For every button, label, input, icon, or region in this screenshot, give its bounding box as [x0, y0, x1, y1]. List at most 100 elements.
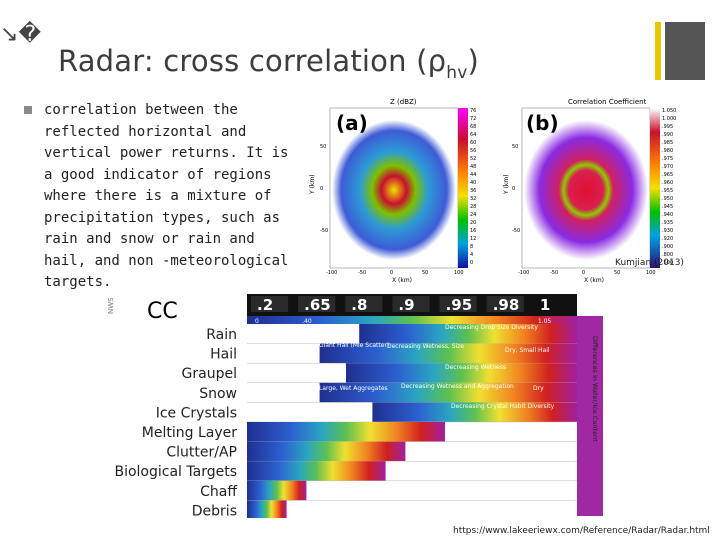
dbz-scale-label: 4	[470, 252, 473, 258]
cc-scale-cell	[486, 296, 524, 312]
cc-category-label: Graupel	[182, 366, 237, 382]
cc-scale-label: .955	[662, 188, 673, 194]
radar-figure: Z (dBZ) (a) 76 72 68 64 60 56 52 48 44 40 36 32 28 24…	[300, 94, 690, 288]
cc-category-band	[359, 324, 577, 344]
cc-scale-label: .800	[662, 252, 673, 258]
ann-crystal-habit: Decreasing Crystal Habit Diversity	[451, 403, 555, 410]
y-tick-label: -50	[512, 228, 520, 234]
cc-category-band	[247, 500, 287, 520]
panel-a-colorbar	[458, 108, 468, 268]
panel-a-yticks: 50 0 -50	[320, 144, 328, 234]
panel-b-colorbar	[650, 108, 660, 268]
panel-b-scale-labels: 1.050 1.000 .995 .990 .985 .980 .975 .970 .965 .9…	[662, 108, 676, 266]
dbz-scale-label: 64	[470, 132, 476, 138]
cc-scale-cell	[298, 296, 336, 312]
cc-scale-value: .8	[351, 296, 367, 314]
dbz-scale-label: 28	[470, 204, 476, 210]
radar-figure-svg: Z (dBZ) (a) 7672686460565248444036322824…	[309, 98, 676, 284]
panel-a-xticks: -100 -50 0 50 100	[326, 270, 464, 276]
cc-category-label: Rain	[206, 327, 237, 343]
panel-b-title: Correlation Coefficient	[568, 98, 647, 106]
dbz-scale-label: 48	[470, 164, 476, 170]
cc-right-band	[577, 316, 603, 516]
dbz-scale-label: 44	[470, 172, 476, 178]
cc-header: CC	[147, 299, 178, 324]
cc-category-band	[247, 480, 307, 501]
panel-b-yticks: 50 0 -50	[512, 144, 520, 234]
x-tick-label: 50	[614, 270, 620, 276]
panel-a-label: (a)	[336, 111, 368, 135]
ann-wetness-aggregation: Decreasing Wetness and Aggregation	[401, 383, 514, 390]
cc-category-label: Chaff	[200, 484, 237, 500]
cc-category-label: Ice Crystals	[156, 405, 237, 421]
cc-scale-subvalue: .40	[302, 318, 312, 325]
cc-category-band	[372, 402, 577, 422]
cc-category-label: Snow	[199, 386, 237, 402]
cc-scale-cell	[392, 296, 430, 312]
dbz-scale-label: 60	[470, 140, 476, 146]
cc-scale-label: .985	[662, 140, 673, 146]
y-tick-label: 0	[320, 186, 323, 192]
cc-category-label: Clutter/AP	[166, 445, 237, 461]
accent-bar-gray	[665, 22, 705, 80]
cc-figure: NWS CC .2 0 .65 .40 .8 .9 .95 .98 1 1.05 Rain Hail…	[105, 292, 605, 521]
x-tick-label: -100	[518, 270, 529, 276]
y-tick-label: 50	[320, 144, 326, 150]
accent-bar-yellow	[655, 22, 661, 80]
y-tick-label: -50	[320, 228, 328, 234]
cc-scale-value: .65	[304, 296, 331, 314]
cc-scale-label: .920	[662, 236, 673, 242]
dbz-scale-label: 68	[470, 124, 476, 130]
x-tick-label: -50	[358, 270, 366, 276]
cc-scale-gradient	[247, 316, 577, 324]
dbz-scale-label: 36	[470, 188, 476, 194]
cc-scale-value: 1	[540, 296, 550, 314]
cc-category-label: Hail	[210, 347, 237, 363]
cc-category-label: Biological Targets	[114, 464, 237, 480]
cc-rows: Rain Hail Graupel Snow Ice Crystals Melting L…	[114, 324, 577, 521]
ann-decreasing-wetness: Decreasing Wetness	[445, 364, 506, 371]
cc-scale-label: 1.000	[662, 116, 676, 122]
cc-scale-label: .935	[662, 220, 673, 226]
corner-glyph: ↘�	[0, 22, 41, 47]
cc-category-band	[247, 461, 386, 481]
cc-scale-value: .9	[398, 296, 414, 314]
x-tick-label: 0	[582, 270, 585, 276]
cc-right-label: Differences in Water/Ice Content	[591, 336, 599, 442]
x-tick-label: 0	[390, 270, 393, 276]
cc-scale-label: .970	[662, 164, 673, 170]
panel-a-echo	[332, 120, 456, 260]
cc-scale-values: .2 0 .65 .40 .8 .9 .95 .98 1 1.05	[251, 296, 571, 325]
x-tick-label: -100	[326, 270, 337, 276]
x-tick-label: 100	[454, 270, 464, 276]
cc-figure-svg: NWS CC .2 0 .65 .40 .8 .9 .95 .98 1 1.05 Rain Hail…	[107, 294, 603, 521]
panel-a-ylabel: Y (km)	[309, 174, 316, 195]
cc-scale-subvalue: 0	[255, 318, 259, 325]
dbz-scale-label: 76	[470, 108, 476, 114]
figure-caption: Kumjian (2013)	[615, 258, 684, 268]
panel-b-label: (b)	[526, 111, 559, 135]
panel-b-xlabel: X (km)	[584, 277, 604, 284]
cc-scale-value: .95	[446, 296, 473, 314]
x-tick-label: 50	[422, 270, 428, 276]
cc-scale-label: .980	[662, 148, 673, 154]
cc-category-band	[319, 382, 577, 403]
cc-side-label: NWS	[107, 297, 115, 314]
cc-category-band	[247, 422, 445, 442]
panel-a-title: Z (dBZ)	[390, 98, 417, 106]
dbz-scale-label: 56	[470, 148, 476, 154]
panel-b-xticks: -100 -50 0 50 100	[518, 270, 656, 276]
cc-scale-label: .990	[662, 132, 673, 138]
cc-scale-label: .950	[662, 196, 673, 202]
slide-title: Radar: cross correlation (ρhv)	[58, 44, 479, 83]
cc-category-band	[247, 441, 406, 462]
cc-scale-cell	[345, 296, 383, 312]
cc-scale-label: .995	[662, 124, 673, 130]
panel-a-xlabel: X (km)	[392, 277, 412, 284]
cc-scale-label: .975	[662, 156, 673, 162]
ann-drop-size: Decreasing Drop Size Diversity	[445, 324, 538, 331]
cc-scale-label: .960	[662, 180, 673, 186]
y-tick-label: 0	[512, 186, 515, 192]
cc-category-label: Debris	[192, 503, 237, 518]
